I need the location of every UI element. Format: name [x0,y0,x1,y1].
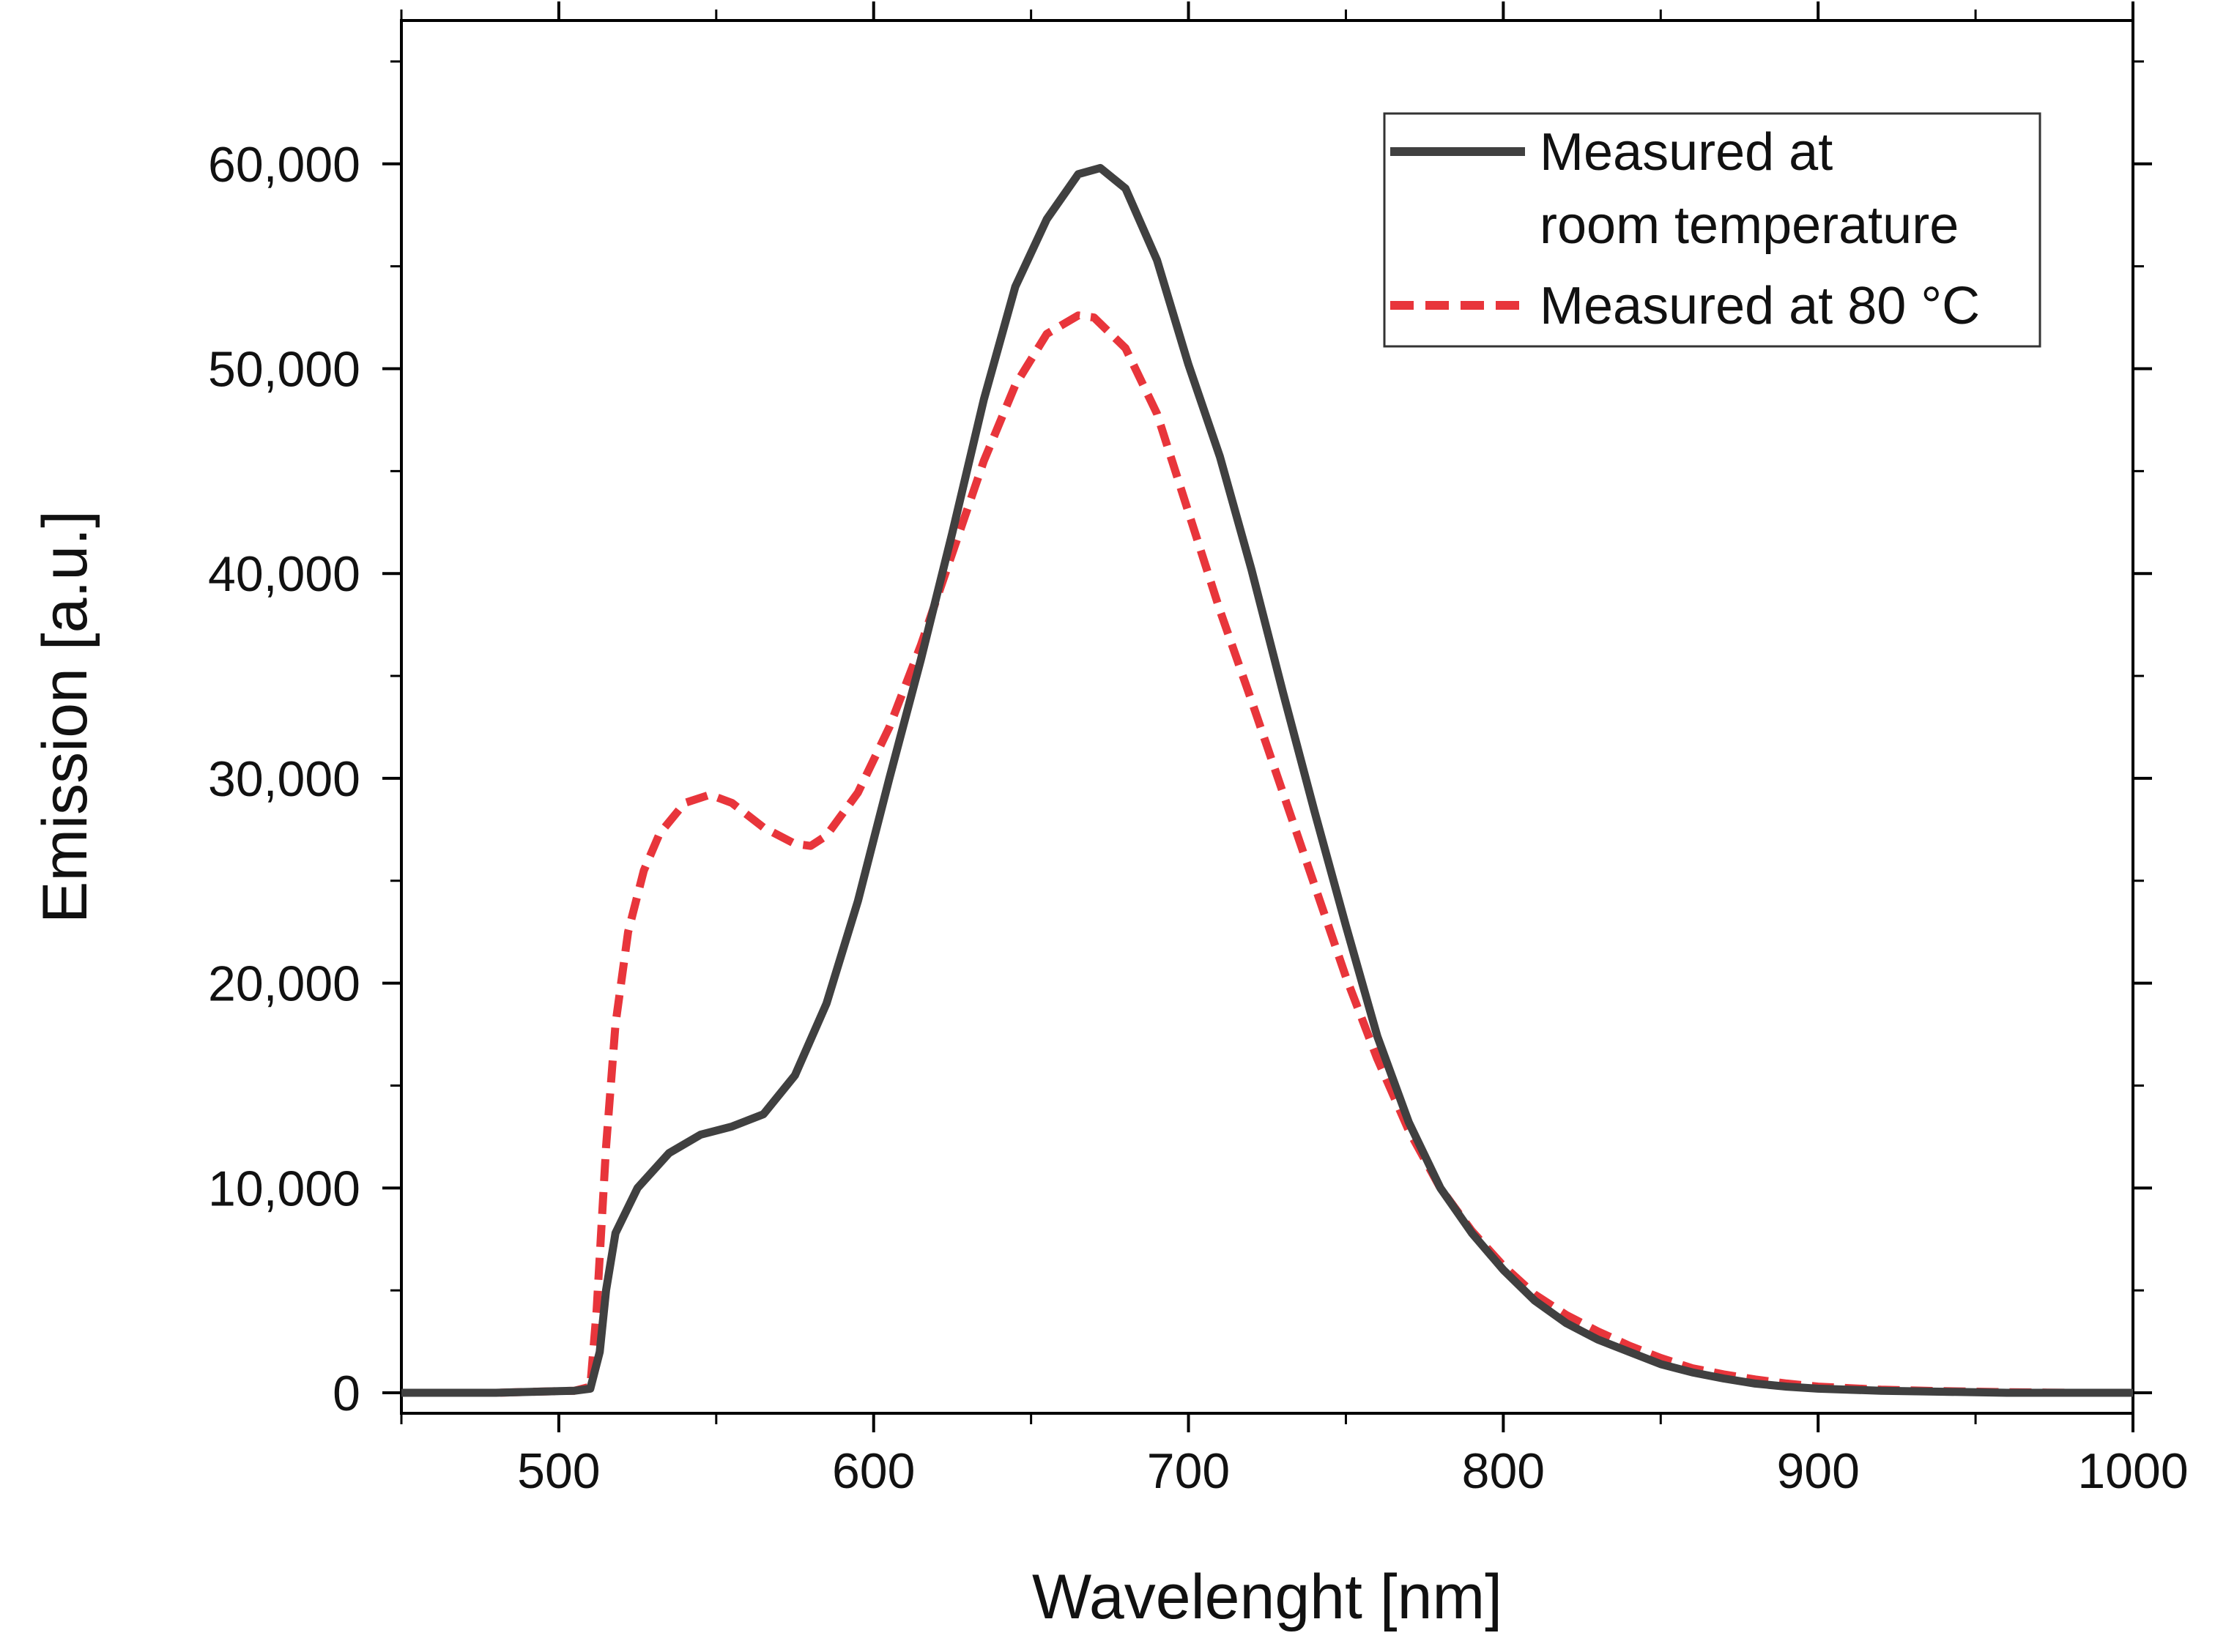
x-axis-label: Wavelenght [nm] [1032,1562,1502,1632]
x-tick-label: 900 [1776,1443,1859,1499]
ticks-layer: 500 600 700 800 900 1000 0 10,000 20,000 30,000 40… [208,1,2189,1499]
x-tick-label: 800 [1462,1443,1545,1499]
legend-label-room-temperature-line2: room temperature [1540,196,1959,255]
series-line-room-temperature [401,163,2133,1397]
x-tick-label: 500 [517,1443,600,1499]
legend: Measured at room temperature Measured at… [1383,112,2041,348]
y-tick-label: 60,000 [208,137,360,193]
y-tick-label: 20,000 [208,956,360,1012]
legend-label-80c: Measured at 80 °C [1540,277,1980,335]
y-tick-label: 10,000 [208,1161,360,1216]
y-axis-label: Emission [a.u.] [30,510,100,923]
legend-label-room-temperature-line1: Measured at [1540,123,1833,182]
y-tick-label: 50,000 [208,342,360,398]
x-tick-label: 600 [832,1443,915,1499]
y-tick-label: 40,000 [208,546,360,602]
y-tick-label: 0 [333,1366,360,1421]
series-layer [401,163,2133,1397]
x-tick-label: 700 [1147,1443,1230,1499]
x-tick-label: 1000 [2077,1443,2188,1499]
y-tick-label: 30,000 [208,751,360,807]
